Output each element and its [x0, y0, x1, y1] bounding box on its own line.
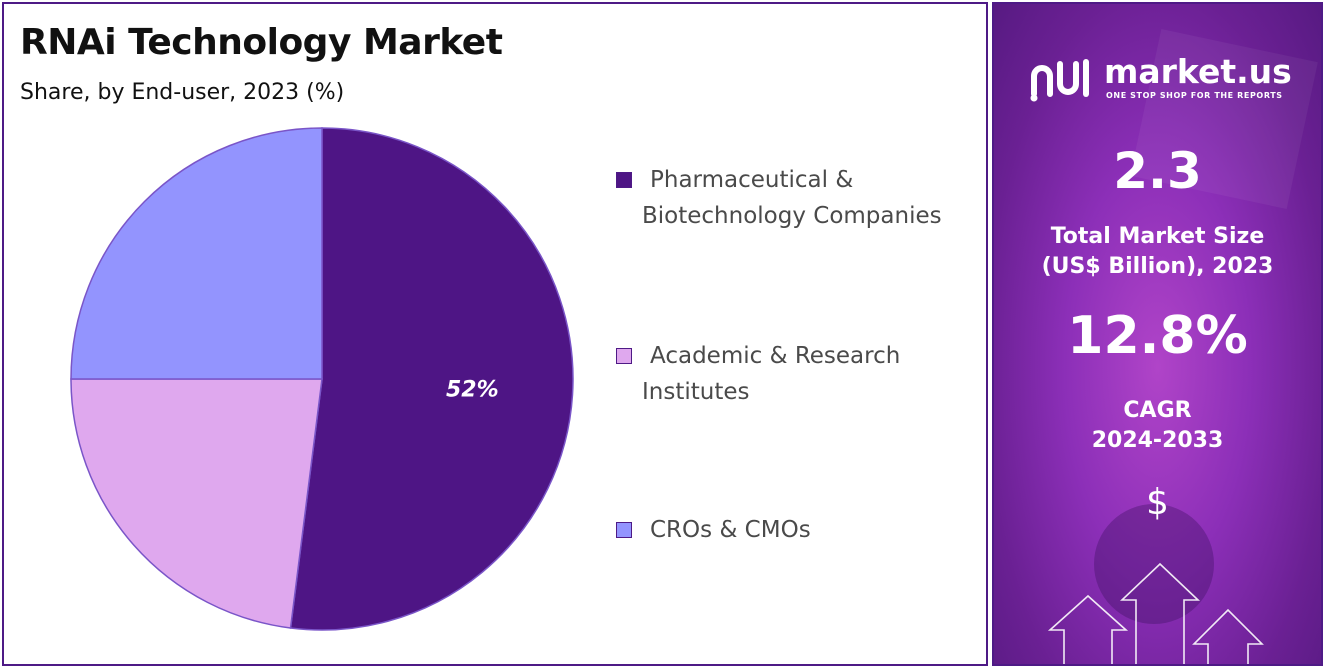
chart-title: RNAi Technology Market	[20, 22, 503, 63]
cagr-label-line2: 2024-2033	[1091, 428, 1224, 453]
cagr-label-line1: CAGR	[1123, 398, 1192, 423]
arrow-up-icon	[1047, 594, 1129, 664]
legend-item-cros: CROs & CMOs	[616, 512, 986, 548]
cagr-value: 12.8%	[1067, 306, 1248, 366]
legend-swatch-pharma	[616, 172, 632, 188]
market-us-logo-icon	[1030, 59, 1089, 102]
brand-logo: market.us ONE STOP SHOP FOR THE REPORTS	[1028, 52, 1298, 110]
pie-slice-2	[70, 127, 323, 380]
legend-swatch-academic	[616, 348, 632, 364]
legend-label-academic-line1: Academic & Research	[650, 343, 901, 369]
chart-subtitle: Share, by End-user, 2023 (%)	[20, 80, 345, 105]
market-size-value: 2.3	[1113, 142, 1202, 200]
pie-chart: 52%	[70, 127, 574, 631]
legend-item-academic: Academic & Research Institutes	[616, 338, 986, 410]
arrow-up-icon	[1192, 608, 1264, 664]
legend-label-pharma-line2: Biotechnology Companies	[642, 203, 942, 229]
background-decoration	[1047, 29, 1318, 664]
legend-swatch-cros	[616, 522, 632, 538]
info-panel: market.us ONE STOP SHOP FOR THE REPORTS …	[992, 2, 1323, 666]
chart-panel: RNAi Technology Market Share, by End-use…	[2, 2, 988, 666]
legend-label-cros-line1: CROs & CMOs	[650, 517, 811, 543]
dollar-icon: $	[1146, 482, 1169, 523]
pie-slice-label-0: 52%	[446, 377, 499, 402]
market-size-label-line1: Total Market Size	[1050, 224, 1265, 249]
legend-label-pharma-line1: Pharmaceutical &	[650, 167, 854, 193]
legend-item-pharma: Pharmaceutical & Biotechnology Companies	[616, 162, 986, 234]
pie-slice-0	[289, 127, 574, 631]
market-size-label-line2: (US$ Billion), 2023	[1041, 254, 1274, 279]
legend-label-academic-line2: Institutes	[642, 379, 750, 405]
arrow-up-icon	[1119, 562, 1201, 664]
brand-tagline: ONE STOP SHOP FOR THE REPORTS	[1106, 91, 1283, 100]
pie-slice-1	[70, 378, 323, 629]
brand-name: market.us	[1104, 52, 1292, 91]
